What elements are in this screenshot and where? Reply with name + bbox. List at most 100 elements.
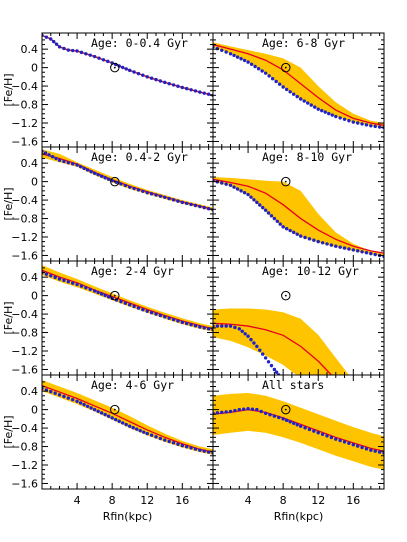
data-point xyxy=(249,337,253,342)
data-point xyxy=(78,401,83,405)
data-point xyxy=(202,449,206,453)
data-point xyxy=(351,442,356,447)
data-point xyxy=(113,417,118,422)
data-point xyxy=(154,435,158,439)
sun-symbol xyxy=(281,62,291,73)
data-point xyxy=(338,116,342,120)
panel-5: 0.4 0 −0.4 −0.8 −1.2 −1.6 [Fe/H] Age: 2-4 Gyr xyxy=(2,260,214,376)
data-point xyxy=(193,89,198,93)
data-point xyxy=(250,407,255,411)
data-point xyxy=(62,46,66,51)
data-point xyxy=(258,203,262,207)
data-point xyxy=(239,189,243,193)
data-point xyxy=(206,327,211,331)
dispersion-band xyxy=(213,42,384,128)
data-point xyxy=(135,427,139,431)
data-point xyxy=(149,433,154,437)
data-point xyxy=(154,312,158,316)
x-axis-title: Rfin(kpc) xyxy=(103,510,153,523)
y-tick-label: −1.6 xyxy=(11,249,38,262)
data-point xyxy=(193,324,198,328)
data-point xyxy=(243,332,247,336)
data-point xyxy=(85,404,90,408)
y-tick-label: −1.6 xyxy=(11,135,38,148)
dispersion-band xyxy=(42,380,213,455)
data-point xyxy=(325,242,329,246)
data-point xyxy=(224,324,228,328)
data-point xyxy=(241,407,246,411)
data-point xyxy=(295,423,299,427)
sun-symbol-dot xyxy=(113,294,116,297)
data-point xyxy=(141,73,145,77)
data-point xyxy=(96,173,100,177)
data-point xyxy=(206,206,211,211)
plot-area xyxy=(213,393,384,470)
x-tick-label: 16 xyxy=(346,494,360,507)
plot-area xyxy=(42,380,213,455)
data-point xyxy=(99,292,104,296)
data-point xyxy=(141,189,145,194)
data-point xyxy=(295,232,299,236)
sun-symbol xyxy=(110,176,120,187)
y-tick-label: 0.4 xyxy=(21,43,39,56)
data-point xyxy=(298,424,303,428)
data-point xyxy=(106,59,110,64)
data-point xyxy=(253,64,257,69)
data-point xyxy=(246,60,250,64)
sun-symbol-dot xyxy=(284,66,287,69)
data-point xyxy=(132,186,136,191)
data-point xyxy=(89,169,93,174)
data-point xyxy=(44,272,49,276)
data-point xyxy=(215,324,220,328)
data-point xyxy=(364,123,369,127)
data-point xyxy=(202,91,206,95)
y-tick-label: −0.4 xyxy=(11,194,38,207)
plot-area xyxy=(42,33,213,98)
data-point xyxy=(334,114,338,119)
data-point xyxy=(263,411,268,416)
panel-1: 0.4 0 −0.4 −0.8 −1.2 −1.6 [Fe/H] Age: 0-0.4 Gyr xyxy=(2,32,214,148)
data-point xyxy=(145,431,149,436)
data-point xyxy=(103,412,107,417)
data-point xyxy=(373,252,377,257)
data-point xyxy=(235,187,240,191)
data-point xyxy=(171,317,176,322)
data-point xyxy=(260,69,264,73)
data-point xyxy=(228,409,233,414)
data-point xyxy=(142,430,146,434)
data-point xyxy=(274,370,279,374)
data-point xyxy=(163,80,167,85)
data-point xyxy=(224,50,228,54)
data-point xyxy=(51,39,56,44)
mean-line xyxy=(42,269,213,330)
panel-6: Age: 10-12 Gyr xyxy=(212,260,385,376)
data-point xyxy=(255,407,259,412)
data-point xyxy=(355,249,360,253)
data-point xyxy=(338,245,342,249)
data-point xyxy=(198,90,202,94)
data-point xyxy=(206,450,211,454)
data-point xyxy=(88,287,92,292)
data-point xyxy=(263,356,268,360)
data-point xyxy=(351,248,356,252)
data-point xyxy=(79,284,84,288)
y-tick-label: 0 xyxy=(31,404,38,417)
data-point xyxy=(92,289,97,293)
data-point xyxy=(92,54,97,59)
data-point xyxy=(202,326,206,330)
data-point xyxy=(167,196,171,201)
data-point xyxy=(224,410,228,414)
data-point xyxy=(228,52,233,56)
y-tick-label: 0 xyxy=(31,176,38,189)
data-point xyxy=(235,55,240,59)
data-point xyxy=(176,319,180,323)
data-point xyxy=(306,101,310,105)
panel-title: Age: 8-10 Gyr xyxy=(262,150,352,164)
sun-symbol xyxy=(110,404,120,415)
data-point xyxy=(347,118,351,123)
panel-title: Age: 4-6 Gyr xyxy=(91,378,174,392)
data-point xyxy=(66,160,71,165)
data-point xyxy=(277,82,282,86)
data-point xyxy=(120,421,125,425)
data-point xyxy=(189,446,193,450)
